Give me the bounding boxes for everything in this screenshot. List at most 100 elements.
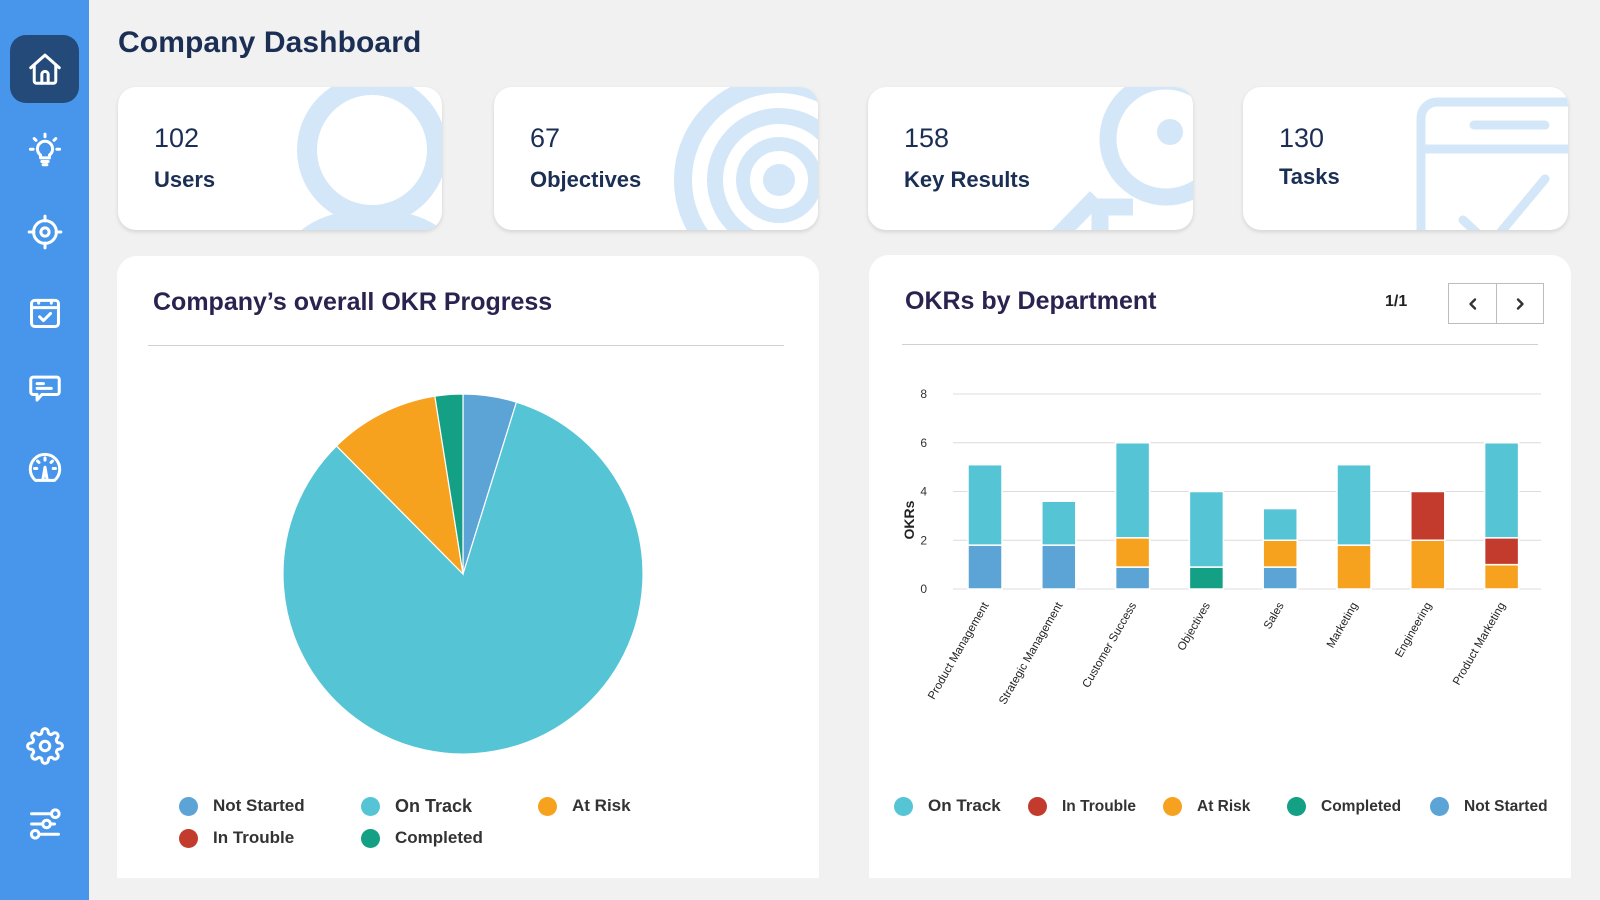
stat-card-users[interactable]: 102 Users	[118, 87, 442, 230]
sidebar-item-settings[interactable]	[10, 713, 79, 779]
okrs-by-department-panel: OKRs by Department 1/1 OKRs 0 2 4 6 8 Product…	[869, 255, 1571, 878]
bar-objectives-completed[interactable]	[1188, 566, 1225, 590]
bar-strategic-management-on-track[interactable]	[1041, 500, 1077, 546]
previous-page-button[interactable]	[1449, 284, 1496, 323]
sidebar-item-objectives[interactable]	[10, 199, 79, 265]
target-icon	[27, 214, 62, 250]
panel-title: OKRs by Department	[905, 287, 1157, 315]
page-indicator: 1/1	[1385, 293, 1408, 310]
home-icon	[28, 53, 61, 85]
legend-dot	[1028, 797, 1047, 816]
user-icon	[297, 87, 442, 230]
legend-item-at-risk[interactable]: At Risk	[1163, 797, 1250, 816]
page-title: Company Dashboard	[118, 26, 422, 59]
legend-dot	[538, 796, 557, 816]
chevron-right-icon	[1516, 297, 1524, 310]
legend-label: At Risk	[1197, 797, 1251, 815]
bar-customer-success-at-risk[interactable]	[1114, 537, 1151, 568]
sidebar-item-tasks[interactable]	[10, 280, 79, 346]
bar-product-management-on-track[interactable]	[967, 463, 1003, 546]
bar-chart: OKRs 0 2 4 6 8 Product Management Strategic Ma…	[901, 387, 1541, 707]
sidebar-item-performance[interactable]	[10, 435, 79, 501]
legend-item-completed[interactable]: Completed	[361, 828, 483, 848]
legend-item-in-trouble[interactable]: In Trouble	[179, 828, 294, 848]
sliders-icon	[29, 808, 61, 840]
y-tick-label: 6	[920, 436, 927, 450]
bar-engineering-in-trouble[interactable]	[1410, 490, 1446, 541]
stat-value: 158	[904, 123, 950, 153]
pie-slice-completed[interactable]	[434, 393, 464, 575]
bar-product-management-not-started[interactable]	[967, 544, 1003, 590]
legend-label: Not Started	[1464, 797, 1548, 815]
stat-card-key-results[interactable]: 158 Key Results	[868, 87, 1193, 230]
okr-progress-panel: Company’s overall OKR Progress Not Start…	[117, 256, 819, 878]
divider	[148, 345, 784, 346]
legend-label: At Risk	[572, 796, 631, 815]
key-icon	[1052, 87, 1193, 230]
calendar-check-icon	[29, 298, 60, 328]
y-tick-label: 8	[920, 387, 927, 401]
legend-dot	[361, 797, 380, 816]
sidebar-item-preferences[interactable]	[10, 791, 79, 857]
bar-strategic-management-not-started[interactable]	[1041, 544, 1077, 590]
bar-marketing-on-track[interactable]	[1336, 463, 1372, 546]
target-icon	[674, 87, 818, 230]
sidebar	[0, 0, 89, 900]
legend-label: Not Started	[213, 796, 305, 815]
bar-product-marketing-at-risk[interactable]	[1483, 563, 1520, 590]
chevron-left-icon	[1468, 297, 1476, 310]
legend-item-not-started[interactable]: Not Started	[179, 796, 305, 816]
legend-label: On Track	[395, 796, 473, 816]
legend-dot	[1287, 797, 1306, 816]
legend-label: In Trouble	[1062, 797, 1137, 815]
bar-product-marketing-on-track[interactable]	[1483, 442, 1520, 539]
divider	[902, 344, 1538, 345]
pie-slice-at-risk[interactable]	[335, 395, 464, 576]
legend-label: In Trouble	[213, 828, 295, 847]
legend-item-not-started[interactable]: Not Started	[1430, 797, 1548, 816]
bar-sales-not-started[interactable]	[1262, 566, 1298, 590]
bar-customer-success-not-started[interactable]	[1114, 566, 1151, 590]
legend-item-completed[interactable]: Completed	[1287, 797, 1401, 816]
stat-label: Objectives	[530, 167, 642, 192]
panel-title: Company’s overall OKR Progress	[153, 288, 553, 316]
x-tick-label: Sales	[1262, 600, 1287, 631]
legend-dot	[179, 796, 198, 816]
bar-marketing-at-risk[interactable]	[1336, 544, 1372, 590]
legend-item-on-track[interactable]: On Track	[894, 796, 1001, 816]
legend-dot	[179, 828, 198, 848]
pager	[1448, 283, 1544, 324]
bar-engineering-at-risk[interactable]	[1410, 539, 1446, 590]
stat-card-tasks[interactable]: 130 Tasks	[1243, 87, 1568, 230]
bar-sales-at-risk[interactable]	[1262, 539, 1298, 568]
legend-label: On Track	[928, 796, 1001, 815]
y-tick-label: 2	[920, 533, 927, 547]
bar-objectives-on-track[interactable]	[1188, 490, 1225, 568]
bar-product-marketing-in-trouble[interactable]	[1483, 537, 1520, 566]
stat-card-objectives[interactable]: 67 Objectives	[494, 87, 818, 230]
sidebar-item-ideas[interactable]	[10, 117, 79, 183]
bar-sales-on-track[interactable]	[1262, 507, 1298, 541]
stat-label: Tasks	[1279, 164, 1340, 189]
legend-item-at-risk[interactable]: At Risk	[538, 796, 631, 816]
x-tick-label: Engineering	[1393, 601, 1434, 660]
x-tick-label: Product Marketing	[1451, 601, 1508, 688]
stat-value: 102	[154, 123, 200, 153]
bar-customer-success-on-track[interactable]	[1114, 442, 1151, 539]
legend-dot	[1163, 797, 1182, 816]
legend-label: Completed	[395, 828, 483, 847]
y-tick-label: 0	[920, 582, 927, 596]
legend-label: Completed	[1321, 797, 1402, 815]
sidebar-item-feedback[interactable]	[10, 356, 79, 422]
pie-slice-on-track[interactable]	[282, 401, 644, 755]
gear-icon	[25, 727, 64, 765]
stat-value: 67	[530, 123, 561, 153]
legend-item-on-track[interactable]: On Track	[361, 796, 472, 817]
next-page-button[interactable]	[1496, 284, 1543, 323]
y-axis-label: OKRs	[901, 500, 917, 539]
x-tick-label: Customer Success	[1081, 600, 1140, 690]
x-tick-label: Marketing	[1325, 601, 1361, 651]
sidebar-item-home[interactable]	[10, 35, 79, 103]
legend-item-in-trouble[interactable]: In Trouble	[1028, 797, 1136, 816]
stat-label: Users	[154, 167, 216, 192]
